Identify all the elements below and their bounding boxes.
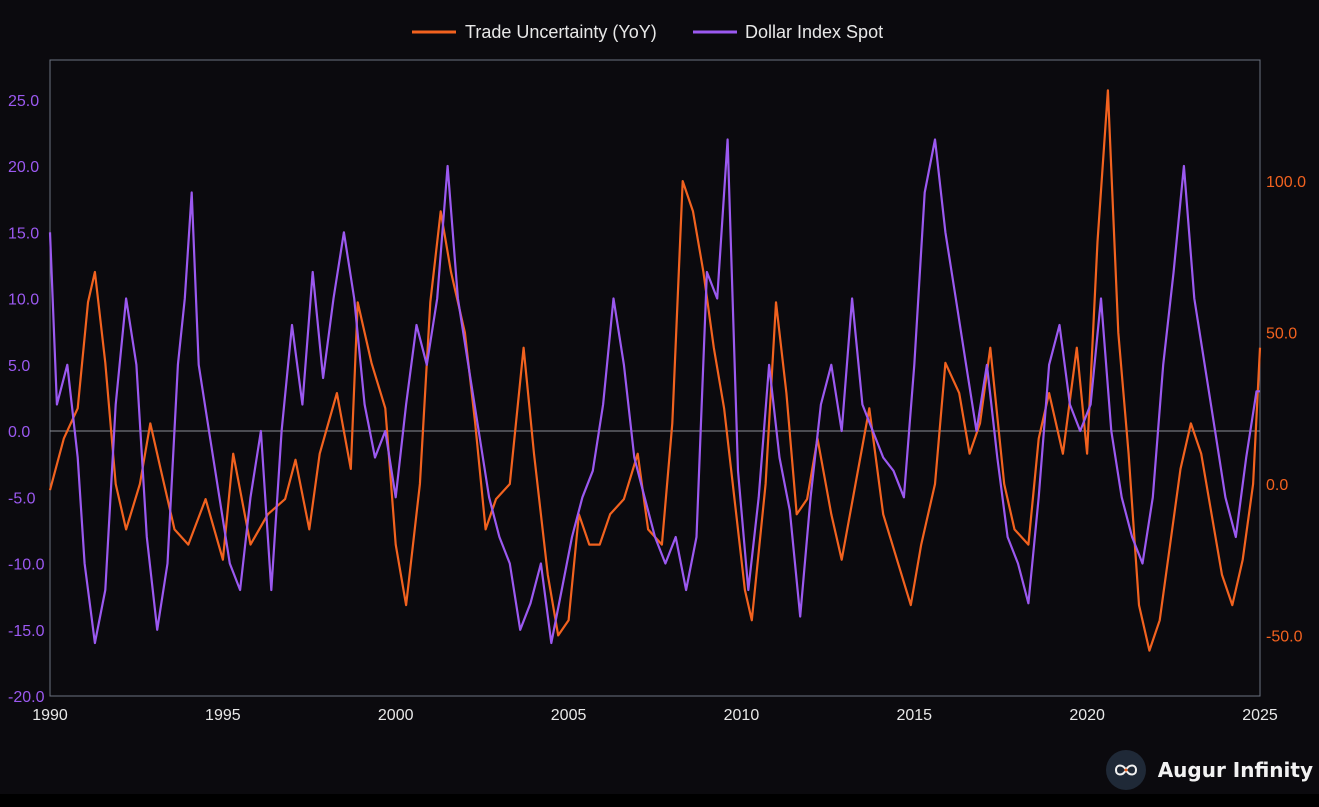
x-tick-label: 2000 (378, 707, 414, 724)
series-line-trade-uncertainty (48, 89, 1262, 652)
y-left-tick-label: -5.0 (8, 490, 36, 507)
infinity-logo-icon (1105, 750, 1146, 790)
y-left-tick-label: 25.0 (8, 93, 39, 110)
y-right-tick-label: 0.0 (1266, 477, 1288, 494)
legend-label-trade-uncertainty: Trade Uncertainty (YoY) (465, 22, 657, 42)
y-left-tick-label: 5.0 (8, 358, 30, 375)
x-tick-label: 2005 (551, 707, 587, 724)
x-tick-label: 1990 (32, 707, 68, 724)
x-axis: 1990 1995 2000 2005 2010 2015 2020 2025 (32, 707, 1278, 724)
brand-name: Augur Infinity (1157, 758, 1313, 782)
y-axis-right: 100.0 50.0 0.0 -50.0 (1266, 174, 1306, 645)
series-line-dollar-index (48, 138, 1260, 645)
x-tick-label: 1995 (205, 707, 241, 724)
y-right-tick-label: 50.0 (1266, 326, 1297, 343)
x-tick-label: 2025 (1242, 707, 1278, 724)
y-right-tick-label: 100.0 (1266, 174, 1306, 191)
y-left-tick-label: -10.0 (8, 557, 45, 574)
legend-label-dollar-index: Dollar Index Spot (745, 22, 883, 42)
y-left-tick-label: 10.0 (8, 292, 39, 309)
x-tick-label: 2010 (724, 707, 760, 724)
chart-legend: Trade Uncertainty (YoY) Dollar Index Spo… (412, 22, 883, 42)
y-left-tick-label: -20.0 (8, 689, 45, 706)
y-left-tick-label: -15.0 (8, 623, 45, 640)
x-tick-label: 2020 (1069, 707, 1105, 724)
y-left-tick-label: 15.0 (8, 225, 39, 242)
y-axis-left: 25.0 20.0 15.0 10.0 5.0 0.0 -5.0 -10.0 -15.0 -20.… (8, 93, 45, 706)
y-left-tick-label: 20.0 (8, 159, 39, 176)
y-right-tick-label: -50.0 (1266, 628, 1303, 645)
x-tick-label: 2015 (896, 707, 932, 724)
brand-watermark: Augur Infinity (1105, 748, 1313, 792)
y-left-tick-label: 0.0 (8, 424, 30, 441)
plot-area (49, 59, 1261, 697)
